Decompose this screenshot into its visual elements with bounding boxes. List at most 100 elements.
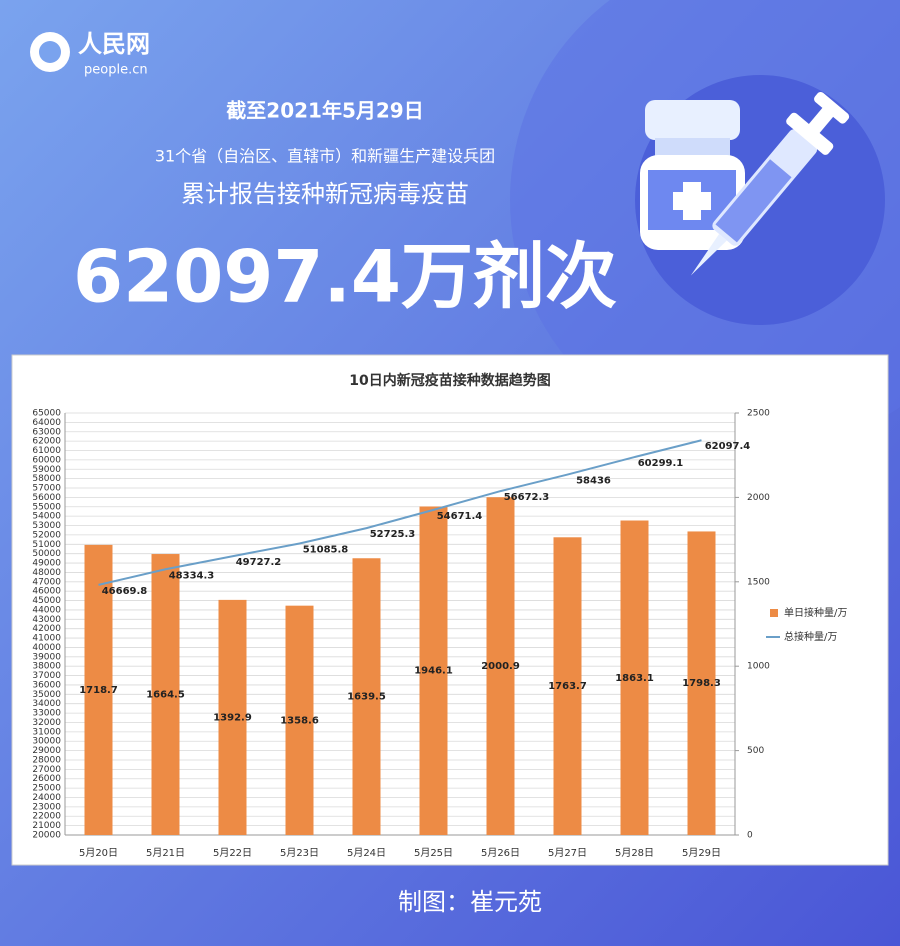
bar (84, 544, 113, 835)
vaccine-illustration (640, 91, 850, 276)
y-tick-label: 26000 (32, 774, 61, 784)
bar (151, 554, 180, 835)
logo-mark (39, 41, 61, 63)
logo-sub: people.cn (84, 63, 148, 78)
y2-tick-label: 1500 (747, 577, 770, 587)
x-tick-label: 5月29日 (682, 847, 721, 859)
y-tick-label: 58000 (32, 474, 61, 484)
line (98, 439, 702, 586)
bar-label: 1763.7 (548, 681, 587, 692)
y-tick-label: 30000 (32, 737, 61, 747)
bar (687, 531, 716, 835)
y-tick-label: 38000 (32, 662, 61, 672)
bar (419, 506, 448, 835)
y2-tick-label: 0 (747, 831, 753, 841)
y-tick-label: 39000 (32, 652, 61, 662)
y-tick-label: 62000 (32, 437, 61, 447)
line-label: 52725.3 (370, 529, 416, 540)
y-tick-label: 46000 (32, 587, 61, 597)
y2-tick-label: 2000 (747, 493, 770, 503)
bar-label: 1392.9 (213, 712, 252, 723)
y-tick-label: 34000 (32, 699, 61, 709)
y-tick-label: 22000 (32, 812, 61, 822)
x-tick-label: 5月22日 (213, 847, 252, 859)
x-tick-label: 5月27日 (548, 847, 587, 859)
legend-label: 总接种量/万 (784, 630, 837, 643)
bar-label: 1863.1 (615, 673, 654, 684)
x-tick-label: 5月28日 (615, 847, 654, 859)
y-tick-label: 50000 (32, 549, 61, 559)
line-label: 58436 (576, 476, 611, 487)
y-tick-label: 35000 (32, 690, 61, 700)
y-tick-label: 61000 (32, 446, 61, 456)
y-tick-label: 45000 (32, 596, 61, 606)
bar (352, 558, 381, 835)
bar-label: 1358.6 (280, 715, 319, 726)
y-tick-label: 64000 (32, 418, 61, 428)
x-tick-label: 5月20日 (79, 847, 118, 859)
y-tick-label: 24000 (32, 793, 61, 803)
y-tick-label: 57000 (32, 484, 61, 494)
x-tick-label: 5月25日 (414, 847, 453, 859)
y-tick-label: 59000 (32, 465, 61, 475)
x-tick-label: 5月21日 (146, 847, 185, 859)
line-label: 62097.4 (705, 441, 751, 452)
y-tick-label: 54000 (32, 512, 61, 522)
line-label: 51085.8 (303, 544, 349, 555)
headline: 累计报告接种新冠病毒疫苗 (181, 180, 469, 208)
line-label: 46669.8 (102, 586, 148, 597)
y2-tick-label: 1000 (747, 662, 770, 672)
y-tick-label: 60000 (32, 455, 61, 465)
y-tick-label: 47000 (32, 577, 61, 587)
line-label: 49727.2 (236, 557, 282, 568)
bar (486, 497, 515, 835)
chart-title: 10日内新冠疫苗接种数据趋势图 (349, 372, 550, 389)
y-tick-label: 43000 (32, 615, 61, 625)
y-tick-label: 37000 (32, 671, 61, 681)
y-tick-label: 52000 (32, 530, 61, 540)
y-tick-label: 28000 (32, 755, 61, 765)
y-tick-label: 51000 (32, 540, 61, 550)
line-label: 48334.3 (169, 570, 215, 581)
y-tick-label: 63000 (32, 427, 61, 437)
logo-text: 人民网 (78, 30, 150, 58)
y2-tick-label: 2500 (747, 409, 770, 419)
y-tick-label: 31000 (32, 727, 61, 737)
bar-label: 1946.1 (414, 666, 453, 677)
y-tick-label: 44000 (32, 605, 61, 615)
bar-label: 1798.3 (682, 678, 721, 689)
bar (553, 537, 582, 835)
line-label: 54671.4 (437, 511, 483, 522)
y-tick-label: 40000 (32, 643, 61, 653)
credit: 制图：崔元苑 (398, 888, 542, 916)
legend-swatch (770, 609, 778, 617)
bar (285, 605, 314, 835)
y2-tick-label: 500 (747, 746, 764, 756)
legend-label: 单日接种量/万 (784, 606, 847, 619)
x-tick-label: 5月23日 (280, 847, 319, 859)
bar (218, 599, 247, 835)
y-tick-label: 33000 (32, 709, 61, 719)
y-tick-label: 29000 (32, 746, 61, 756)
y-tick-label: 23000 (32, 802, 61, 812)
y-tick-label: 53000 (32, 521, 61, 531)
line-label: 56672.3 (504, 492, 550, 503)
y-tick-label: 56000 (32, 493, 61, 503)
x-tick-label: 5月26日 (481, 847, 520, 859)
y-tick-label: 25000 (32, 784, 61, 794)
y-tick-label: 32000 (32, 718, 61, 728)
y-tick-label: 27000 (32, 765, 61, 775)
y-tick-label: 65000 (32, 409, 61, 419)
y-tick-label: 41000 (32, 634, 61, 644)
bar-label: 1718.7 (79, 685, 118, 696)
y-tick-label: 21000 (32, 821, 61, 831)
y-tick-label: 42000 (32, 624, 61, 634)
total: 62097.4万剂次 (73, 235, 617, 319)
bar (620, 520, 649, 835)
y-tick-label: 49000 (32, 559, 61, 569)
bar-label: 2000.9 (481, 661, 520, 672)
line-label: 60299.1 (638, 458, 684, 469)
x-tick-label: 5月24日 (347, 847, 386, 859)
y-tick-label: 48000 (32, 568, 61, 578)
